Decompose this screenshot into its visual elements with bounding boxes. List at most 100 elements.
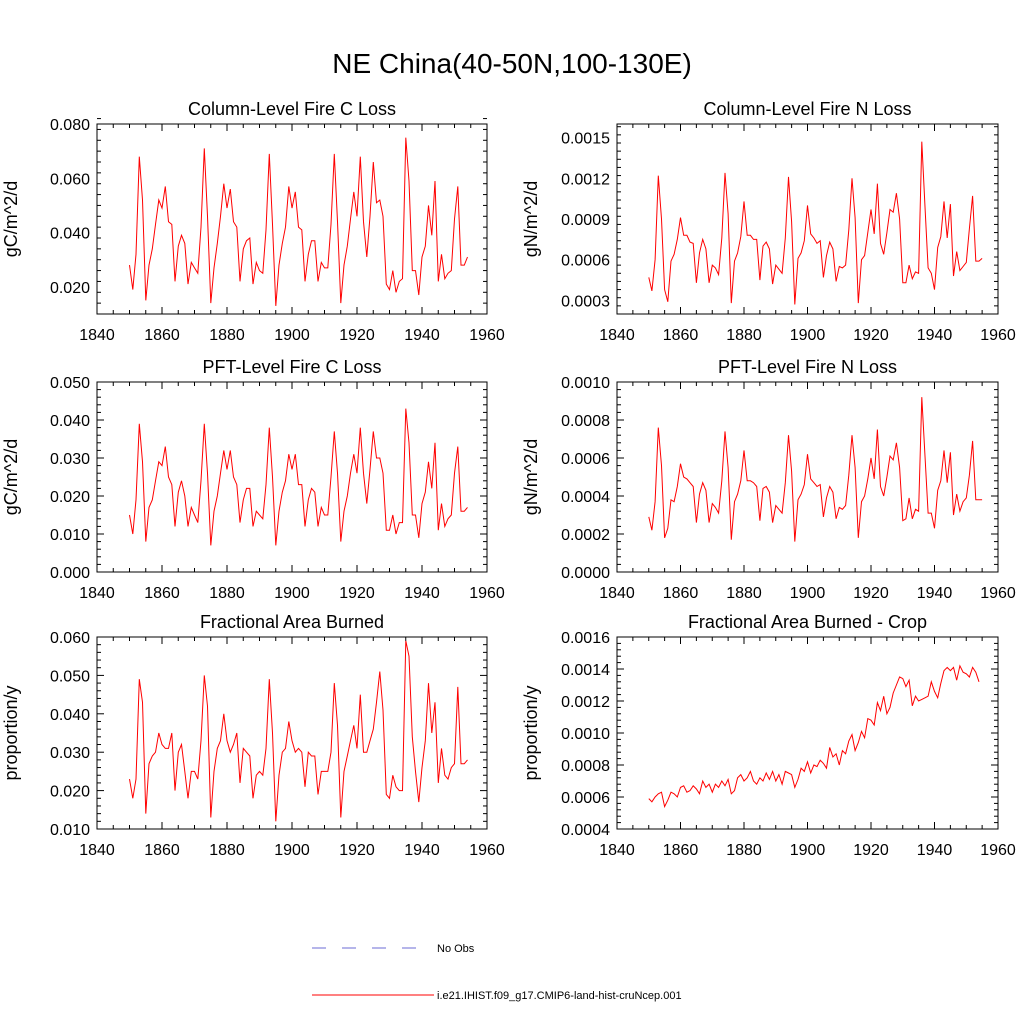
x-tick-label: 1860 [663,842,699,859]
y-axis-label: gC/m^2/d [1,181,21,257]
x-tick-label: 1860 [144,842,180,859]
x-tick-label: 1860 [663,585,699,602]
panel-title: PFT-Level Fire C Loss [202,357,381,377]
y-tick-label: 0.0006 [561,253,610,270]
y-tick-label: 0.040 [50,226,90,243]
x-tick-label: 1940 [917,585,953,602]
x-tick-label: 1960 [980,842,1016,859]
chart-panel-3: 1840 1860 1880 1900 1920 1940 1960 0.000 0.010 0.… [1,357,505,602]
y-tick-label: 0.0003 [561,293,610,310]
plot-frame [616,636,999,830]
x-tick-label: 1880 [726,842,762,859]
y-tick-label: 0.0008 [561,413,610,430]
x-tick-label: 1920 [339,842,375,859]
x-tick-label: 1880 [726,327,762,344]
x-tick-label: 1880 [726,585,762,602]
chart-panel-5: 1840 1860 1880 1900 1920 1940 1960 0.010 0.020 0.… [1,612,505,859]
x-tick-label: 1920 [853,327,889,344]
x-tick-label: 1880 [209,842,245,859]
plot-frame [616,123,999,315]
y-axis-label: gC/m^2/d [1,439,21,515]
y-tick-label: 0.020 [50,784,90,801]
y-tick-label: 0.050 [50,375,90,392]
y-tick-label: 0.060 [50,171,90,188]
series-line-1 [648,664,980,809]
y-tick-label: 0.0009 [561,212,610,229]
y-tick-label: 0.0006 [561,451,610,468]
plot-frame [96,123,488,315]
panel-title: Column-Level Fire C Loss [188,99,396,119]
y-tick-label: 0.0012 [561,171,610,188]
y-tick-label: 0.0006 [561,790,610,807]
x-tick-label: 1960 [469,327,505,344]
y-tick-label: 0.0002 [561,527,610,544]
y-tick-label: 0.0010 [561,375,610,392]
x-tick-label: 1840 [599,842,635,859]
x-tick-label: 1900 [790,327,826,344]
x-tick-label: 1900 [274,842,310,859]
series-line-1 [129,137,468,306]
x-tick-label: 1960 [980,585,1016,602]
series-line-1 [648,397,983,542]
x-tick-label: 1920 [853,585,889,602]
x-tick-label: 1860 [663,327,699,344]
x-tick-label: 1880 [209,327,245,344]
y-tick-label: 0.030 [50,451,90,468]
y-tick-label: 0.0010 [561,726,610,743]
x-tick-label: 1880 [209,585,245,602]
y-tick-label: 0.0008 [561,758,610,775]
x-tick-label: 1860 [144,585,180,602]
legend-model-label: i.e21.IHIST.f09_g17.CMIP6-land-hist-cruN… [437,990,682,1002]
legend-model-line [312,994,434,996]
y-tick-label: 0.0000 [561,565,610,582]
panel-title: Fractional Area Burned - Crop [688,612,927,632]
x-tick-label: 1840 [79,585,115,602]
y-tick-label: 0.0016 [561,630,610,647]
x-tick-label: 1840 [79,327,115,344]
y-axis-label: gN/m^2/d [521,181,541,257]
y-tick-label: 0.060 [50,630,90,647]
x-tick-label: 1960 [980,327,1016,344]
x-tick-label: 1900 [274,327,310,344]
x-tick-label: 1840 [599,327,635,344]
panel-title: PFT-Level Fire N Loss [718,357,897,377]
y-tick-label: 0.0014 [561,662,610,679]
y-tick-label: 0.000 [50,565,90,582]
y-tick-label: 0.010 [50,822,90,839]
series-line-1 [648,141,983,305]
y-tick-label: 0.080 [50,117,90,134]
y-tick-label: 0.0004 [561,822,610,839]
x-tick-label: 1940 [404,842,440,859]
legend-no-obs-line [312,947,420,949]
y-tick-label: 0.030 [50,745,90,762]
y-tick-label: 0.0004 [561,489,610,506]
figure-title: NE China(40-50N,100-130E) [332,48,692,79]
chart-panel-4: 1840 1860 1880 1900 1920 1940 1960 0.0000 0.0002… [521,357,1016,602]
y-tick-label: 0.040 [50,707,90,724]
chart-panel-1: 1840 1860 1880 1900 1920 1940 1960 0.020 0.040 0.… [1,99,505,344]
x-tick-label: 1940 [404,585,440,602]
x-tick-label: 1900 [790,842,826,859]
plot-frame [96,381,488,573]
x-tick-label: 1900 [274,585,310,602]
x-tick-label: 1860 [144,327,180,344]
x-tick-label: 1960 [469,585,505,602]
x-tick-label: 1920 [853,842,889,859]
plot-frame [96,636,488,830]
y-tick-label: 0.050 [50,668,90,685]
chart-panel-6: 1840 1860 1880 1900 1920 1940 1960 0.0004 0.0006… [521,612,1016,859]
y-axis-label: gN/m^2/d [521,439,541,515]
x-tick-label: 1840 [79,842,115,859]
y-axis-label: proportion/y [521,685,541,780]
series-line-1 [129,640,468,822]
legend-no-obs-label: No Obs [437,943,475,955]
y-tick-label: 0.010 [50,527,90,544]
y-axis-label: proportion/y [1,685,21,780]
y-tick-label: 0.040 [50,413,90,430]
y-tick-label: 0.0015 [561,131,610,148]
x-tick-label: 1840 [599,585,635,602]
panel-title: Fractional Area Burned [200,612,384,632]
x-tick-label: 1920 [339,585,375,602]
chart-panel-2: 1840 1860 1880 1900 1920 1940 1960 0.0003 0.0006… [521,99,1016,344]
